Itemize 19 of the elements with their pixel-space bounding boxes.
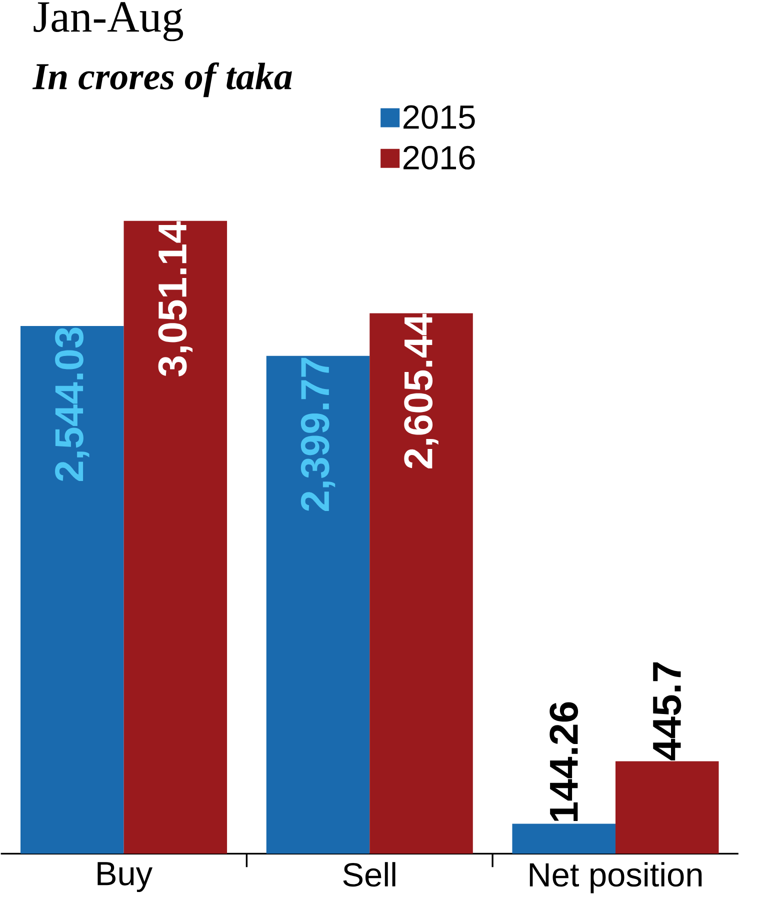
bar	[512, 824, 616, 854]
data-label: 2,544.03	[54, 328, 90, 482]
x-tick-label: Net position	[530, 862, 702, 894]
bar	[615, 761, 719, 854]
data-label: 2,605.44	[404, 314, 438, 468]
data-label: 2,399.77	[300, 358, 335, 511]
bar	[369, 313, 473, 854]
legend-label: 2016	[403, 146, 475, 170]
legend-label: 2015	[403, 105, 475, 129]
chart-title: Jan-Aug	[33, 2, 183, 42]
chart-subtitle: In crores of taka	[32, 62, 292, 98]
bar	[124, 220, 227, 854]
x-tick-label: Buy	[97, 862, 152, 892]
bar	[20, 326, 124, 854]
data-label: 144.26	[549, 702, 578, 822]
data-label: 3,051.14	[158, 221, 192, 376]
bar	[266, 356, 370, 854]
x-tick-label: Sell	[343, 862, 396, 887]
data-label: 445.7	[652, 662, 681, 760]
